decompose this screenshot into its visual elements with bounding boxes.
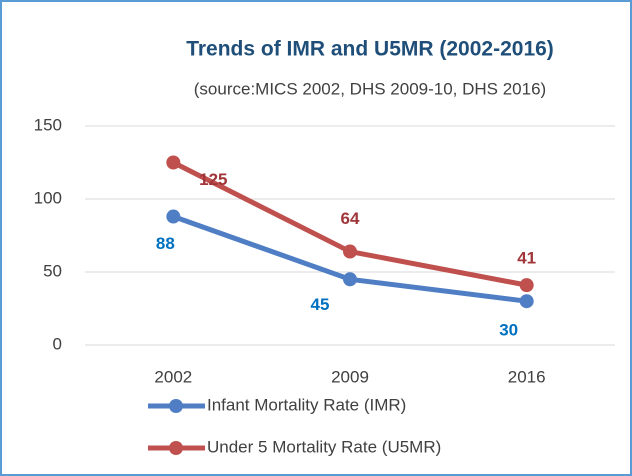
data-label: 88 (156, 234, 175, 253)
chart-title: Trends of IMR and U5MR (2002-2016) (186, 38, 554, 61)
data-point (519, 294, 534, 309)
data-point (519, 278, 534, 293)
legend-marker (169, 399, 183, 413)
data-label: 30 (499, 321, 518, 340)
x-tick-label: 2016 (508, 367, 546, 386)
chart-subtitle: (source:MICS 2002, DHS 2009-10, DHS 2016… (194, 79, 546, 98)
y-tick-label: 0 (53, 334, 62, 353)
x-tick-label: 2009 (331, 367, 369, 386)
y-tick-label: 150 (34, 115, 62, 134)
data-point (166, 209, 181, 224)
legend-marker (169, 441, 183, 455)
data-label: 125 (199, 170, 227, 189)
data-label: 41 (517, 249, 536, 268)
legend-label: Infant Mortality Rate (IMR) (207, 395, 406, 414)
data-point (343, 244, 357, 259)
data-label: 45 (311, 295, 330, 314)
x-tick-label: 2002 (154, 367, 192, 386)
legend-label: Under 5 Mortality Rate (U5MR) (207, 437, 441, 456)
y-tick-label: 50 (43, 261, 62, 280)
data-point (343, 272, 357, 287)
data-label: 64 (341, 209, 360, 228)
data-point (166, 155, 181, 170)
y-tick-label: 100 (34, 188, 62, 207)
